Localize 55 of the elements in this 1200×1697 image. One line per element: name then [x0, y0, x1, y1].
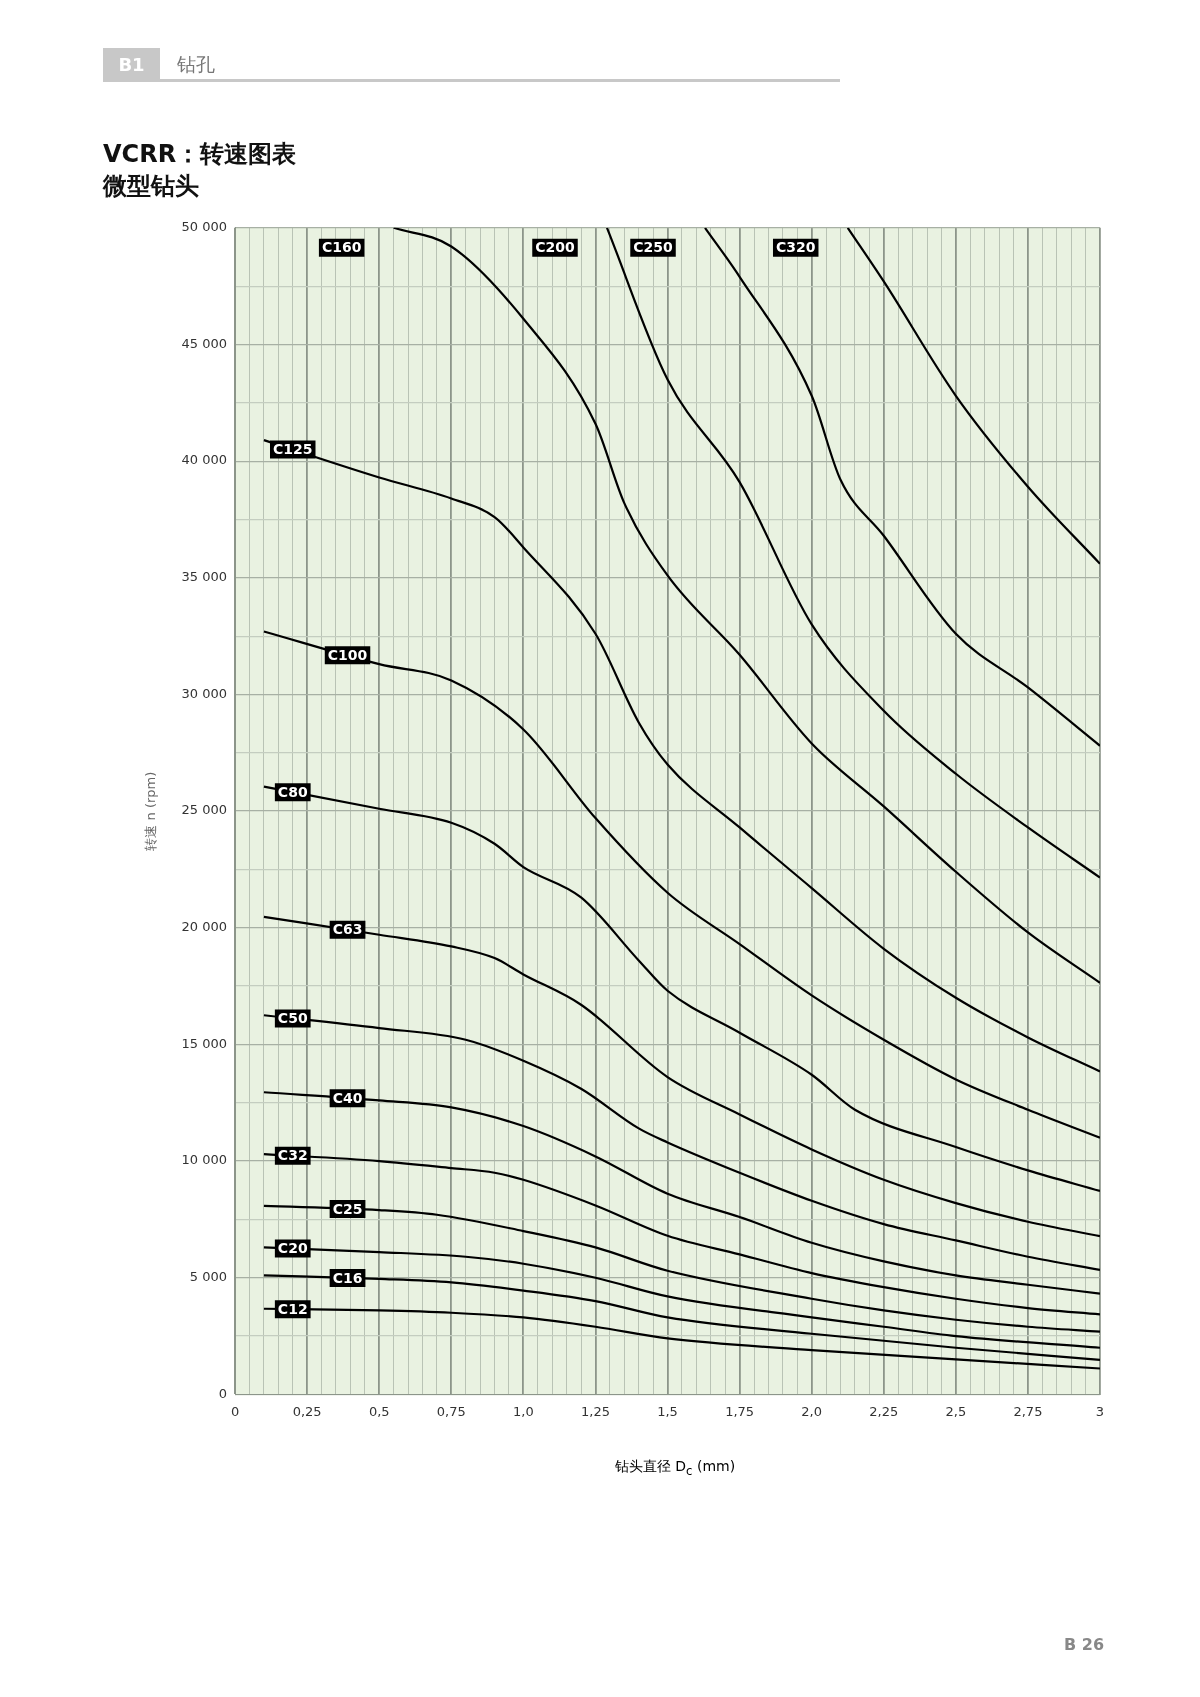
text: B 26 [1064, 1635, 1105, 1654]
x-tick-label: 0 [230, 1403, 240, 1419]
series-label: C80 [277, 783, 308, 800]
x-tick-label: 1,75 [725, 1403, 755, 1419]
y-tick-label: 20 000 [181, 919, 228, 935]
text: 钻孔 [177, 52, 215, 77]
text: C200 [535, 239, 576, 256]
line-series [262, 439, 1100, 1073]
series-label: C100 [327, 646, 368, 663]
line-series [846, 227, 1100, 565]
x-tick-label: 3 [1095, 1403, 1105, 1419]
x-tick-label: 1,0 [513, 1403, 534, 1419]
y-tick-label: 40 000 [181, 452, 228, 468]
line-series [262, 1204, 1100, 1333]
x-tick-label: 2,75 [1013, 1403, 1043, 1419]
chart-title: VCRR：转速图表 [103, 139, 297, 170]
series-label: C50 [277, 1010, 308, 1027]
series-label: C25 [332, 1200, 363, 1217]
x-tick-label: 2,5 [945, 1403, 967, 1419]
line-series [262, 915, 1100, 1238]
text: C250 [633, 239, 674, 256]
y-tick-label: 5 000 [189, 1269, 228, 1285]
line-series [605, 227, 1100, 879]
series-label: C40 [332, 1089, 363, 1106]
x-tick-label: 1,25 [580, 1403, 610, 1419]
line-series [262, 785, 1100, 1193]
line-series [703, 227, 1100, 747]
series-label: C12 [277, 1300, 308, 1317]
y-tick-label: 15 000 [181, 1035, 228, 1051]
y-tick-label: 0 [218, 1385, 228, 1401]
series-label: C125 [273, 441, 313, 458]
x-tick-label: 0,5 [368, 1403, 390, 1419]
series-label: C63 [332, 921, 363, 938]
y-tick-label: 25 000 [181, 802, 228, 818]
y-tick-label: 10 000 [181, 1152, 228, 1168]
series-label: C16 [332, 1269, 363, 1286]
line-series [392, 227, 1100, 984]
x-tick-label: 2,25 [869, 1403, 899, 1419]
text: C160 [321, 239, 362, 256]
line-series [262, 630, 1100, 1139]
x-tick-label: 2,0 [801, 1403, 823, 1419]
text: C320 [775, 239, 816, 256]
x-tick-label: 0,25 [292, 1403, 322, 1419]
y-tick-label: 50 000 [181, 219, 228, 235]
x-tick-label: 1,5 [657, 1403, 678, 1419]
y-tick-label: 45 000 [181, 335, 228, 351]
series-label: C20 [277, 1240, 308, 1257]
x-axis-title: 钻头直径 D$_{c}$ (mm) [613, 1458, 737, 1478]
y-tick-label: 35 000 [181, 569, 228, 585]
series-label: C32 [277, 1147, 308, 1164]
y-tick-label: 30 000 [181, 685, 228, 701]
chart-subtitle: 微型钻头 [103, 171, 200, 202]
y-axis-title: 转速 n (rpm) [143, 771, 159, 851]
line-series [262, 1091, 1100, 1295]
x-tick-label: 0,75 [436, 1403, 466, 1419]
